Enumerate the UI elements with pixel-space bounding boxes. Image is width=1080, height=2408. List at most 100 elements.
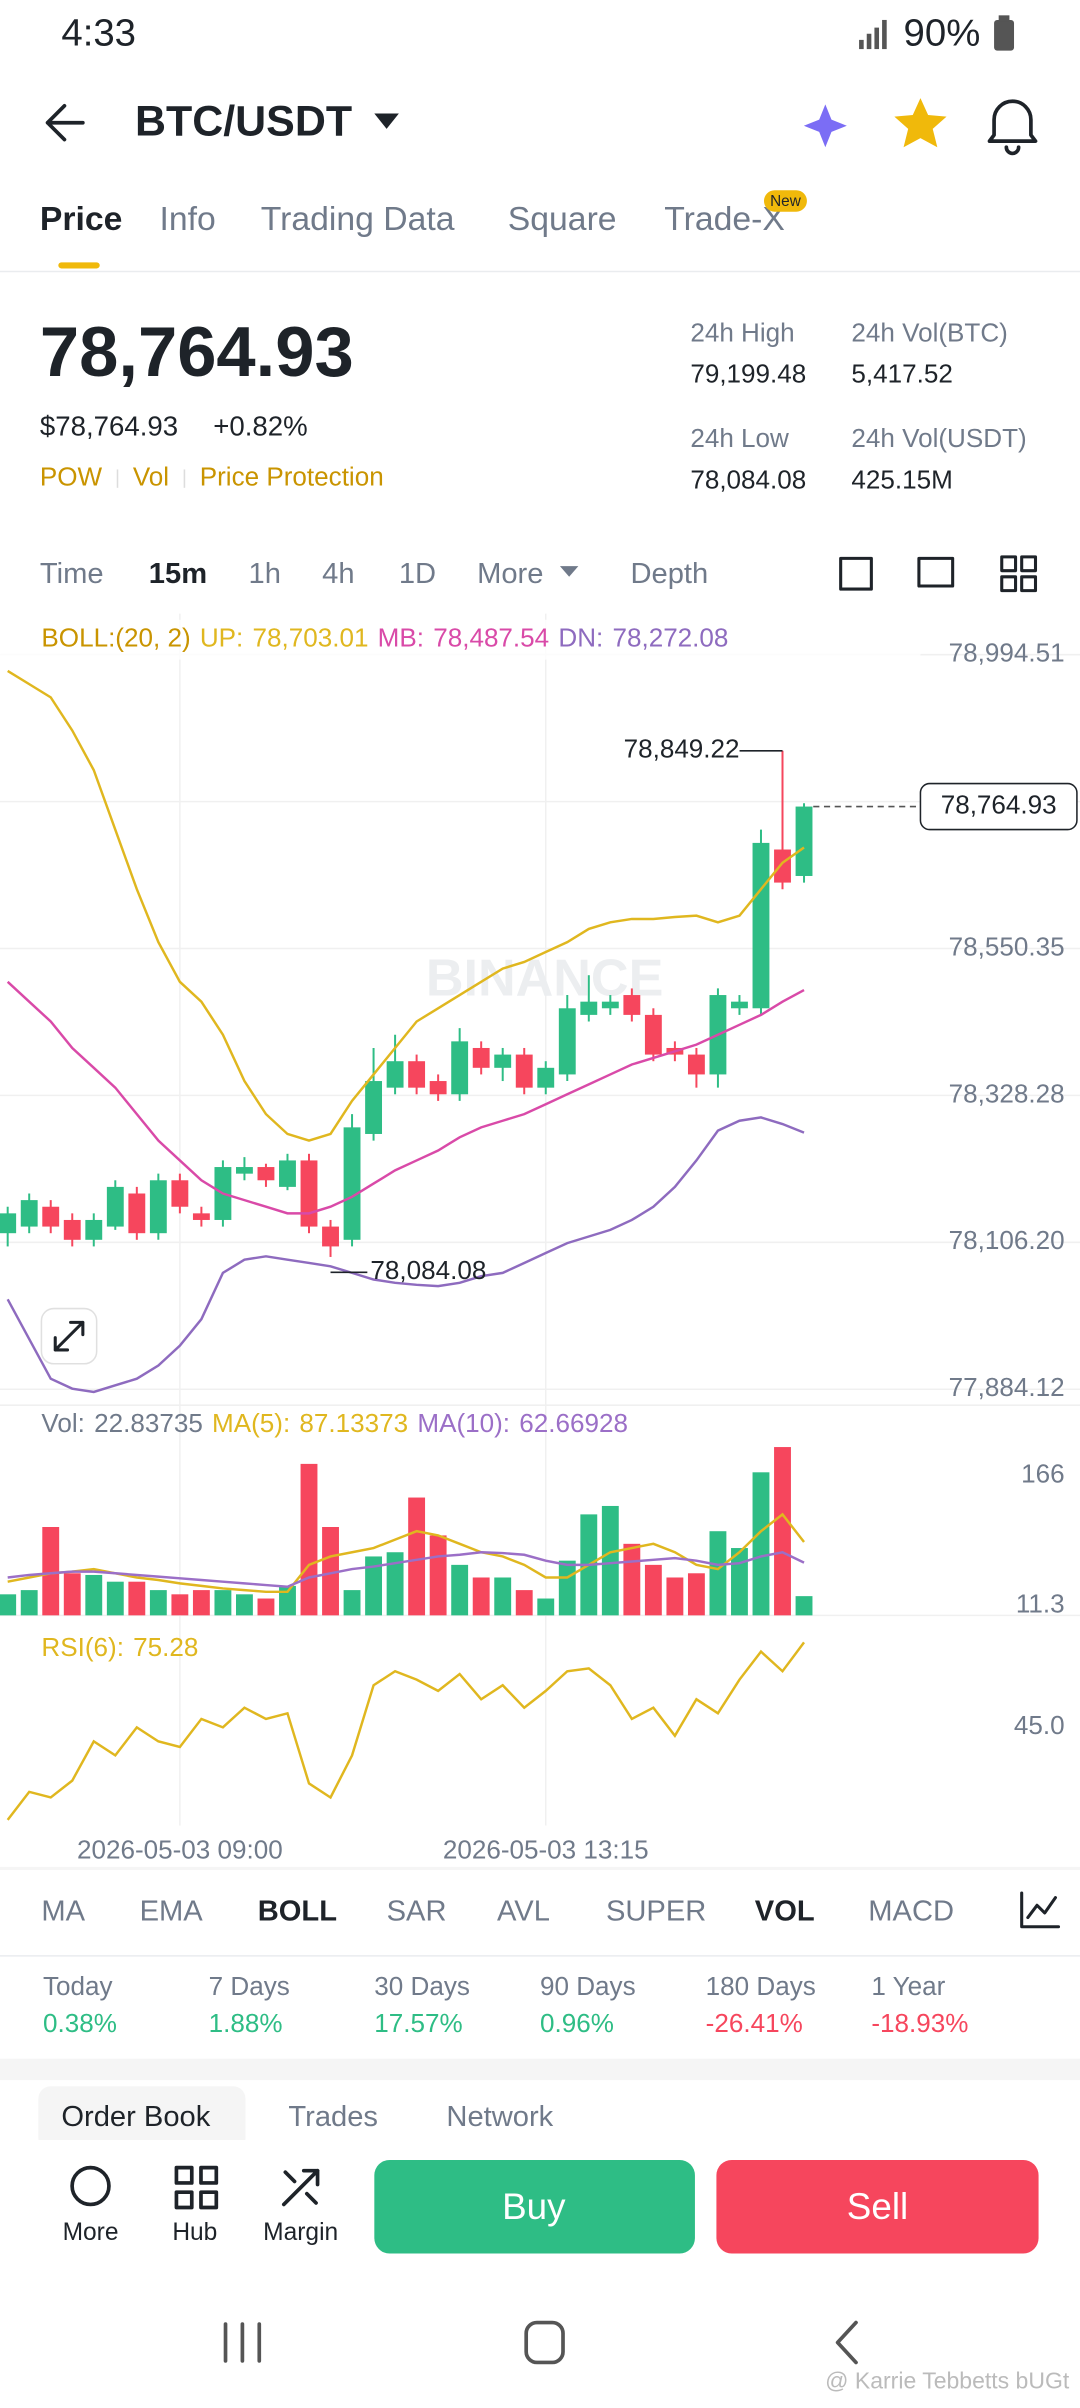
action-label[interactable]: Hub — [172, 2219, 217, 2246]
tab[interactable]: Price — [40, 200, 123, 238]
indicator-line — [6, 980, 805, 1215]
tab-background — [38, 2086, 246, 2151]
candle-body — [752, 842, 770, 1009]
tag[interactable]: Price Protection — [200, 462, 384, 492]
y-tick-label: 78,328.28 — [949, 1078, 1065, 1108]
candle-body — [515, 1054, 533, 1088]
book-tab[interactable]: Order Book — [61, 2101, 210, 2133]
favorite-button[interactable] — [894, 98, 947, 148]
volume-bar — [429, 1535, 447, 1616]
candle-body — [322, 1226, 339, 1247]
ai-button[interactable] — [803, 104, 847, 148]
y-tick-label: 78,106.20 — [949, 1225, 1065, 1255]
interval[interactable]: 1h — [249, 558, 281, 590]
stat-value: 79,199.48 — [690, 359, 806, 389]
tab[interactable]: Trade-X — [664, 200, 785, 238]
x-tick-label: 2026-05-03 09:00 — [77, 1834, 283, 1864]
book-tab[interactable]: Network — [446, 2101, 553, 2133]
tag[interactable]: Vol — [133, 462, 169, 492]
candle-body — [171, 1180, 189, 1207]
interval[interactable]: 1D — [399, 558, 436, 590]
interval[interactable]: Time — [40, 558, 104, 590]
more-dropdown — [559, 566, 579, 577]
volume-bar — [235, 1594, 253, 1616]
nav-bar[interactable] — [223, 2320, 858, 2365]
candle-body — [558, 1008, 576, 1075]
candle-body — [85, 1219, 103, 1240]
price-change: +0.82% — [213, 410, 307, 441]
candle-body — [408, 1061, 426, 1088]
pair-title[interactable]: BTC/USDT — [135, 98, 352, 146]
volume-bar — [709, 1531, 727, 1616]
tab[interactable]: Trading Data — [261, 200, 455, 238]
candle-body — [795, 806, 813, 876]
period-change: 1.88% — [209, 2008, 283, 2038]
tab[interactable]: Square — [508, 200, 617, 238]
candle-body — [365, 1081, 383, 1134]
interval[interactable]: Depth — [631, 558, 709, 590]
candle-body — [451, 1041, 469, 1095]
stat-label: 24h Vol(USDT) — [851, 423, 1026, 453]
volume-bar — [0, 1594, 17, 1616]
candle-body — [386, 1061, 404, 1088]
volume-bar — [279, 1585, 296, 1616]
candle-body — [601, 1001, 619, 1009]
divider — [0, 1866, 1080, 1871]
indicator-tab[interactable]: MA — [41, 1896, 85, 1928]
legend-entry: BOLL:(20, 2) — [41, 623, 190, 653]
fullscreen-icon — [53, 1320, 85, 1352]
candle-body — [149, 1180, 167, 1234]
indicator-line — [7, 1512, 805, 1594]
tag[interactable]: POW — [40, 462, 103, 492]
candle-body — [128, 1193, 146, 1234]
legend-entry: MA(5): — [212, 1408, 290, 1438]
candle-body — [279, 1160, 296, 1187]
legend-background — [0, 619, 921, 660]
action-label[interactable]: Margin — [263, 2219, 338, 2246]
interval[interactable]: 15m — [149, 558, 207, 590]
legend-entry: 22.83735 — [94, 1408, 203, 1438]
low-annotation: 78,084.08 — [370, 1255, 486, 1285]
volume-bar — [601, 1505, 619, 1616]
volume-bar — [386, 1552, 404, 1616]
buy-button[interactable] — [374, 2159, 695, 2254]
candle-body — [580, 1001, 598, 1015]
indicator-tab[interactable]: VOL — [755, 1896, 815, 1928]
indicator-line — [7, 669, 805, 1142]
volume-bar — [214, 1590, 232, 1616]
stat-value: 425.15M — [851, 465, 952, 495]
indicator-tab[interactable]: SAR — [387, 1896, 447, 1928]
x-tick-label: 2026-05-03 13:15 — [443, 1834, 649, 1864]
last-price-box — [919, 782, 1078, 831]
legend-entry: 78,487.54 — [433, 623, 549, 653]
alert-button[interactable] — [987, 99, 1038, 156]
indicator-tab[interactable]: AVL — [497, 1896, 550, 1928]
action-label[interactable]: More — [63, 2219, 119, 2246]
tab[interactable]: Info — [160, 200, 216, 238]
legend-entry: 87.13373 — [299, 1408, 408, 1438]
candle-body — [537, 1067, 555, 1088]
indicator-tab[interactable]: SUPER — [606, 1896, 706, 1928]
y-tick-label: 166 — [1021, 1459, 1064, 1489]
sell-button[interactable] — [716, 2159, 1039, 2254]
stat-value: 5,417.52 — [851, 359, 952, 389]
stat-value: 78,084.08 — [690, 465, 806, 495]
indicator-line — [6, 1641, 806, 1821]
volume-bar — [537, 1598, 555, 1616]
candle-body — [257, 1167, 275, 1181]
indicator-tab[interactable]: BOLL — [258, 1896, 337, 1928]
chart-tools[interactable] — [839, 555, 1038, 593]
indicator-tab[interactable]: EMA — [140, 1896, 204, 1928]
indicator-tab[interactable]: MACD — [868, 1896, 954, 1928]
back-button[interactable] — [45, 104, 85, 142]
pair-dropdown[interactable] — [374, 113, 399, 129]
margin-icon — [281, 2168, 320, 2207]
volume-bar — [192, 1590, 210, 1616]
interval[interactable]: More — [477, 558, 543, 590]
volume-bar — [300, 1463, 318, 1616]
indicator-settings[interactable] — [1020, 1891, 1061, 1929]
interval[interactable]: 4h — [322, 558, 354, 590]
book-tab[interactable]: Trades — [288, 2101, 378, 2133]
legend-entry: RSI(6): — [41, 1632, 124, 1662]
